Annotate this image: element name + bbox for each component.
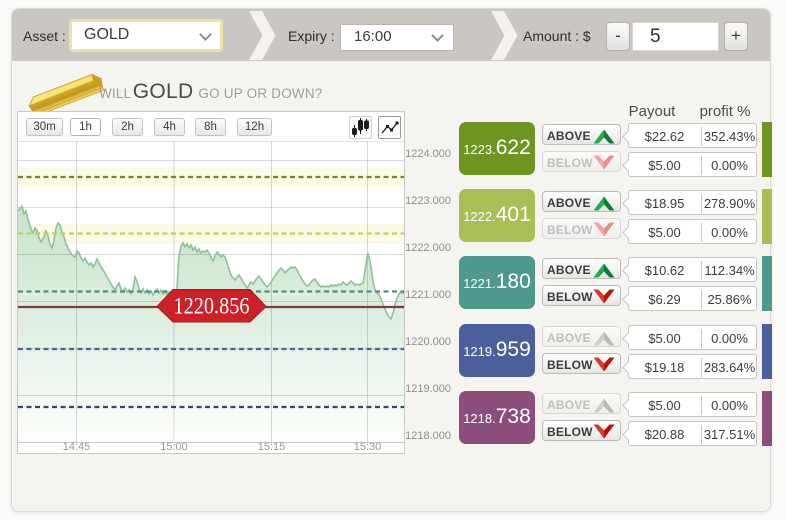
svg-text:1220.856: 1220.856 <box>174 294 250 319</box>
